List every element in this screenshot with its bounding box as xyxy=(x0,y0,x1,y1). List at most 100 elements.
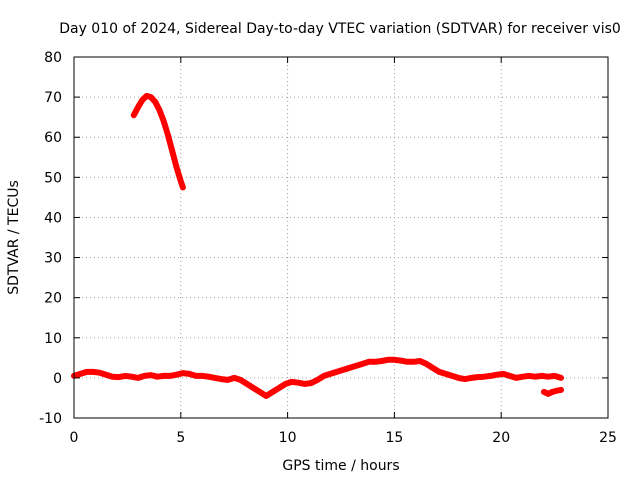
data-point xyxy=(526,373,532,379)
y-axis-label: SDTVAR / TECUs xyxy=(6,180,22,295)
data-point xyxy=(283,381,288,387)
data-point xyxy=(532,374,538,380)
data-point xyxy=(449,373,455,379)
y-tick-label: 50 xyxy=(44,170,62,186)
data-point xyxy=(129,374,135,380)
data-point xyxy=(77,371,83,377)
grid-lines xyxy=(74,57,608,418)
data-point xyxy=(417,358,423,364)
x-tick-label: 0 xyxy=(70,430,79,446)
y-tick-label: 70 xyxy=(44,90,62,106)
data-point xyxy=(161,118,167,124)
data-point xyxy=(430,365,436,371)
data-point xyxy=(513,375,519,381)
data-point xyxy=(276,385,282,391)
data-point xyxy=(379,358,385,364)
data-point xyxy=(270,389,276,395)
data-point xyxy=(494,372,500,378)
data-point xyxy=(488,373,493,379)
data-point xyxy=(212,375,218,381)
data-point xyxy=(148,94,154,100)
data-point xyxy=(347,365,352,371)
data-point xyxy=(372,359,378,365)
data-point xyxy=(180,184,186,190)
data-point xyxy=(315,377,320,383)
data-point xyxy=(131,112,137,118)
data-point xyxy=(558,375,564,381)
data-point xyxy=(423,361,429,367)
y-tick-label: 0 xyxy=(53,371,62,387)
data-point xyxy=(411,359,417,365)
data-point xyxy=(404,359,410,365)
data-point xyxy=(289,379,295,385)
data-point xyxy=(193,373,199,379)
data-point xyxy=(174,372,179,378)
x-tick-label: 25 xyxy=(599,430,617,446)
data-point xyxy=(327,371,333,377)
data-point xyxy=(225,377,231,383)
y-tick-label: 60 xyxy=(44,130,62,146)
x-axis-label: GPS time / hours xyxy=(282,458,399,474)
chart-title: Day 010 of 2024, Sidereal Day-to-day VTE… xyxy=(59,21,621,37)
data-point xyxy=(295,380,301,386)
data-point xyxy=(443,371,449,377)
data-point xyxy=(135,104,141,110)
data-point xyxy=(475,374,481,380)
data-point xyxy=(545,391,551,397)
data-point xyxy=(174,164,179,170)
data-point xyxy=(539,373,545,379)
data-point xyxy=(206,374,212,380)
data-point xyxy=(109,374,115,380)
data-point xyxy=(178,178,184,184)
data-point xyxy=(500,371,506,377)
y-tick-label: 30 xyxy=(44,251,62,267)
data-point xyxy=(340,367,346,373)
data-point xyxy=(186,371,192,377)
x-tick-label: 15 xyxy=(385,430,403,446)
series-tail-low xyxy=(540,386,564,397)
x-tick-label: 20 xyxy=(492,430,510,446)
data-point xyxy=(391,357,397,363)
data-point xyxy=(169,148,175,154)
data-point xyxy=(152,99,158,105)
data-point xyxy=(142,373,147,379)
data-point xyxy=(165,132,171,138)
data-point xyxy=(122,373,128,379)
data-point xyxy=(156,107,162,113)
series-arc-high xyxy=(130,92,186,191)
data-point xyxy=(180,370,186,376)
data-point xyxy=(244,381,250,387)
data-point xyxy=(116,374,122,380)
data-point xyxy=(148,372,154,378)
data-point xyxy=(167,373,173,379)
data-point xyxy=(334,369,340,375)
data-point xyxy=(308,380,314,386)
data-series xyxy=(71,92,564,399)
data-point xyxy=(353,363,359,369)
data-point xyxy=(468,375,474,381)
data-point xyxy=(456,375,461,381)
data-point xyxy=(554,388,560,394)
y-tick-label: 20 xyxy=(44,291,62,307)
data-point xyxy=(218,376,224,382)
data-point xyxy=(231,375,237,381)
data-point xyxy=(385,357,391,363)
data-point xyxy=(139,97,145,103)
x-tick-label: 5 xyxy=(176,430,185,446)
y-tick-label: 80 xyxy=(44,50,62,66)
data-point xyxy=(97,370,103,376)
data-point xyxy=(558,387,564,393)
plot-frame xyxy=(73,56,609,419)
data-point xyxy=(552,373,558,379)
data-point xyxy=(103,372,109,378)
data-point xyxy=(541,389,547,395)
data-point xyxy=(398,358,404,364)
data-point xyxy=(550,389,555,395)
data-point xyxy=(366,359,372,365)
axis-ticks: 0 5 10 15 20 25 -10 0 10 20 30 40 50 60 70 80 xyxy=(39,50,617,446)
data-point xyxy=(90,369,96,375)
data-point xyxy=(84,369,90,375)
data-point xyxy=(135,375,141,381)
data-point xyxy=(302,381,308,387)
